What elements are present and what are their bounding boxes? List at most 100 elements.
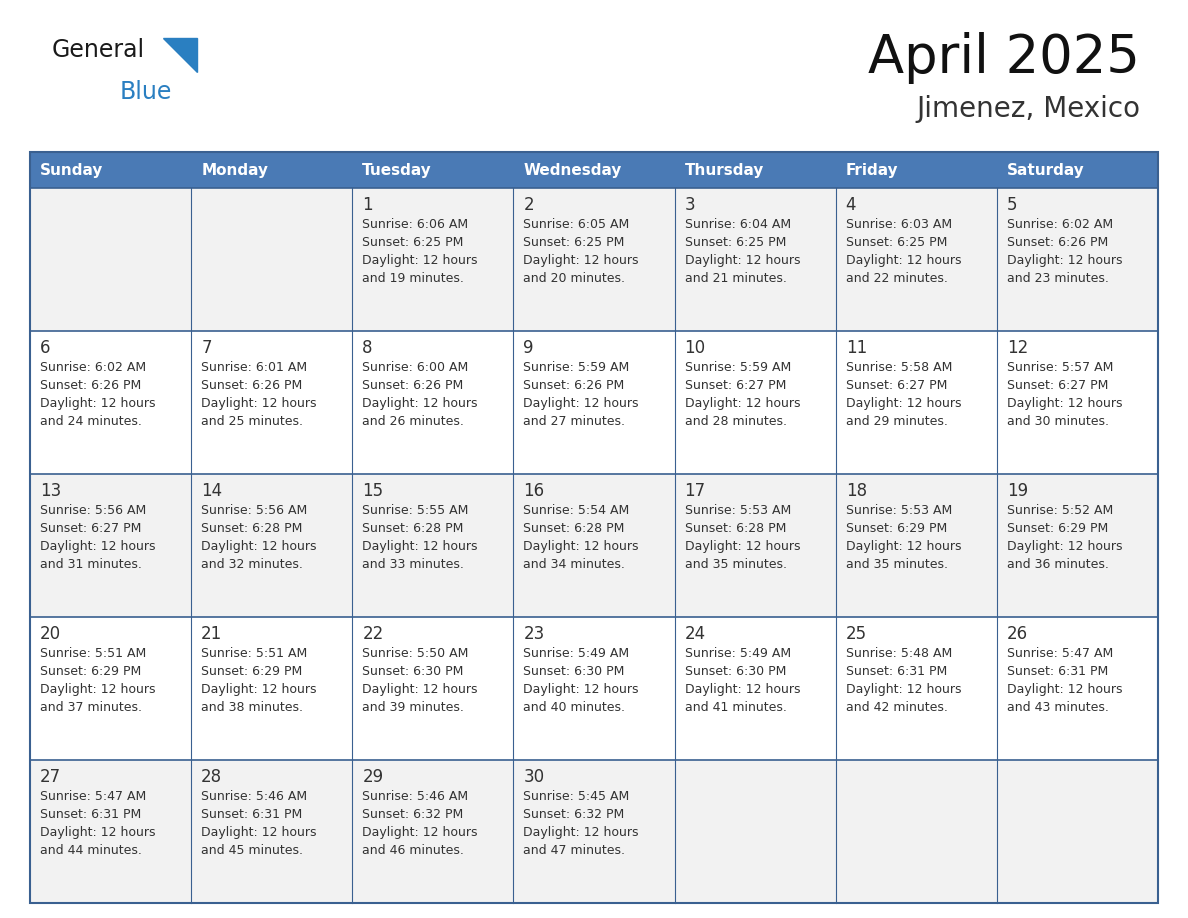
Text: and 34 minutes.: and 34 minutes. bbox=[524, 558, 625, 571]
Text: Daylight: 12 hours: Daylight: 12 hours bbox=[1007, 683, 1123, 696]
Text: Daylight: 12 hours: Daylight: 12 hours bbox=[846, 683, 961, 696]
Text: Daylight: 12 hours: Daylight: 12 hours bbox=[362, 540, 478, 553]
Bar bbox=[30, 760, 1158, 903]
Text: Sunrise: 5:53 AM: Sunrise: 5:53 AM bbox=[846, 504, 952, 517]
Text: Daylight: 12 hours: Daylight: 12 hours bbox=[40, 683, 156, 696]
Text: and 31 minutes.: and 31 minutes. bbox=[40, 558, 141, 571]
Text: Sunrise: 5:55 AM: Sunrise: 5:55 AM bbox=[362, 504, 468, 517]
Bar bbox=[30, 152, 1158, 903]
Text: Thursday: Thursday bbox=[684, 162, 764, 177]
Text: Sunrise: 6:06 AM: Sunrise: 6:06 AM bbox=[362, 218, 468, 231]
Text: and 38 minutes.: and 38 minutes. bbox=[201, 701, 303, 714]
Text: and 35 minutes.: and 35 minutes. bbox=[684, 558, 786, 571]
Text: Sunset: 6:31 PM: Sunset: 6:31 PM bbox=[846, 665, 947, 678]
Text: 6: 6 bbox=[40, 339, 51, 357]
Text: Sunset: 6:25 PM: Sunset: 6:25 PM bbox=[684, 236, 786, 249]
Text: 30: 30 bbox=[524, 768, 544, 786]
Text: Sunrise: 5:49 AM: Sunrise: 5:49 AM bbox=[524, 647, 630, 660]
Text: Sunrise: 5:47 AM: Sunrise: 5:47 AM bbox=[1007, 647, 1113, 660]
Text: 12: 12 bbox=[1007, 339, 1028, 357]
Text: Sunset: 6:30 PM: Sunset: 6:30 PM bbox=[524, 665, 625, 678]
Text: and 44 minutes.: and 44 minutes. bbox=[40, 844, 141, 857]
Text: Daylight: 12 hours: Daylight: 12 hours bbox=[201, 397, 317, 410]
Text: Sunrise: 5:56 AM: Sunrise: 5:56 AM bbox=[201, 504, 308, 517]
Text: Sunset: 6:30 PM: Sunset: 6:30 PM bbox=[362, 665, 463, 678]
Text: 26: 26 bbox=[1007, 625, 1028, 643]
Text: Monday: Monday bbox=[201, 162, 268, 177]
Text: 20: 20 bbox=[40, 625, 61, 643]
Text: 29: 29 bbox=[362, 768, 384, 786]
Text: Daylight: 12 hours: Daylight: 12 hours bbox=[684, 683, 800, 696]
Text: 1: 1 bbox=[362, 196, 373, 214]
Text: Sunrise: 6:01 AM: Sunrise: 6:01 AM bbox=[201, 361, 308, 374]
Text: Sunrise: 6:03 AM: Sunrise: 6:03 AM bbox=[846, 218, 952, 231]
Text: April 2025: April 2025 bbox=[868, 32, 1140, 84]
Text: and 43 minutes.: and 43 minutes. bbox=[1007, 701, 1108, 714]
Bar bbox=[30, 617, 1158, 760]
Text: Sunset: 6:28 PM: Sunset: 6:28 PM bbox=[524, 522, 625, 535]
Text: Sunrise: 5:46 AM: Sunrise: 5:46 AM bbox=[201, 790, 308, 803]
Text: Daylight: 12 hours: Daylight: 12 hours bbox=[201, 826, 317, 839]
Text: Sunrise: 5:49 AM: Sunrise: 5:49 AM bbox=[684, 647, 791, 660]
Text: Jimenez, Mexico: Jimenez, Mexico bbox=[916, 95, 1140, 123]
Text: Sunrise: 5:51 AM: Sunrise: 5:51 AM bbox=[40, 647, 146, 660]
Text: Sunrise: 6:00 AM: Sunrise: 6:00 AM bbox=[362, 361, 468, 374]
Text: 8: 8 bbox=[362, 339, 373, 357]
Text: 28: 28 bbox=[201, 768, 222, 786]
Text: 27: 27 bbox=[40, 768, 61, 786]
Text: Daylight: 12 hours: Daylight: 12 hours bbox=[1007, 397, 1123, 410]
Text: Sunday: Sunday bbox=[40, 162, 103, 177]
Bar bbox=[30, 188, 1158, 331]
Text: Sunset: 6:27 PM: Sunset: 6:27 PM bbox=[1007, 379, 1108, 392]
Text: Daylight: 12 hours: Daylight: 12 hours bbox=[524, 683, 639, 696]
Text: and 26 minutes.: and 26 minutes. bbox=[362, 415, 465, 428]
Text: Daylight: 12 hours: Daylight: 12 hours bbox=[1007, 254, 1123, 267]
Text: 18: 18 bbox=[846, 482, 867, 500]
Text: 13: 13 bbox=[40, 482, 62, 500]
Text: and 46 minutes.: and 46 minutes. bbox=[362, 844, 465, 857]
Text: Saturday: Saturday bbox=[1007, 162, 1085, 177]
Text: Daylight: 12 hours: Daylight: 12 hours bbox=[684, 397, 800, 410]
Text: and 40 minutes.: and 40 minutes. bbox=[524, 701, 625, 714]
Text: Daylight: 12 hours: Daylight: 12 hours bbox=[362, 826, 478, 839]
Text: Sunset: 6:29 PM: Sunset: 6:29 PM bbox=[40, 665, 141, 678]
Text: and 30 minutes.: and 30 minutes. bbox=[1007, 415, 1108, 428]
Text: Sunrise: 5:53 AM: Sunrise: 5:53 AM bbox=[684, 504, 791, 517]
Text: and 36 minutes.: and 36 minutes. bbox=[1007, 558, 1108, 571]
Text: Sunset: 6:27 PM: Sunset: 6:27 PM bbox=[846, 379, 947, 392]
Text: Daylight: 12 hours: Daylight: 12 hours bbox=[40, 397, 156, 410]
Text: and 35 minutes.: and 35 minutes. bbox=[846, 558, 948, 571]
Text: Sunset: 6:28 PM: Sunset: 6:28 PM bbox=[362, 522, 463, 535]
Text: Sunrise: 5:59 AM: Sunrise: 5:59 AM bbox=[524, 361, 630, 374]
Text: and 32 minutes.: and 32 minutes. bbox=[201, 558, 303, 571]
Text: Sunset: 6:27 PM: Sunset: 6:27 PM bbox=[684, 379, 786, 392]
Text: Daylight: 12 hours: Daylight: 12 hours bbox=[846, 540, 961, 553]
Text: Sunset: 6:26 PM: Sunset: 6:26 PM bbox=[524, 379, 625, 392]
Text: Daylight: 12 hours: Daylight: 12 hours bbox=[524, 254, 639, 267]
Text: Sunrise: 5:45 AM: Sunrise: 5:45 AM bbox=[524, 790, 630, 803]
Text: and 23 minutes.: and 23 minutes. bbox=[1007, 272, 1108, 285]
Text: and 24 minutes.: and 24 minutes. bbox=[40, 415, 141, 428]
Text: and 42 minutes.: and 42 minutes. bbox=[846, 701, 948, 714]
Text: General: General bbox=[52, 38, 145, 62]
Text: 3: 3 bbox=[684, 196, 695, 214]
Text: Daylight: 12 hours: Daylight: 12 hours bbox=[362, 683, 478, 696]
Text: and 22 minutes.: and 22 minutes. bbox=[846, 272, 948, 285]
Text: Sunrise: 6:02 AM: Sunrise: 6:02 AM bbox=[40, 361, 146, 374]
Text: Sunrise: 5:52 AM: Sunrise: 5:52 AM bbox=[1007, 504, 1113, 517]
Text: Sunset: 6:30 PM: Sunset: 6:30 PM bbox=[684, 665, 786, 678]
Text: 11: 11 bbox=[846, 339, 867, 357]
Text: Sunset: 6:25 PM: Sunset: 6:25 PM bbox=[524, 236, 625, 249]
Text: 15: 15 bbox=[362, 482, 384, 500]
Text: Sunrise: 5:51 AM: Sunrise: 5:51 AM bbox=[201, 647, 308, 660]
Text: Daylight: 12 hours: Daylight: 12 hours bbox=[846, 397, 961, 410]
Text: Sunrise: 5:56 AM: Sunrise: 5:56 AM bbox=[40, 504, 146, 517]
Text: 5: 5 bbox=[1007, 196, 1017, 214]
Text: Sunset: 6:28 PM: Sunset: 6:28 PM bbox=[684, 522, 786, 535]
Text: Sunset: 6:31 PM: Sunset: 6:31 PM bbox=[40, 808, 141, 821]
Text: 10: 10 bbox=[684, 339, 706, 357]
Text: and 20 minutes.: and 20 minutes. bbox=[524, 272, 625, 285]
Text: and 25 minutes.: and 25 minutes. bbox=[201, 415, 303, 428]
Text: 2: 2 bbox=[524, 196, 535, 214]
Text: Daylight: 12 hours: Daylight: 12 hours bbox=[362, 254, 478, 267]
